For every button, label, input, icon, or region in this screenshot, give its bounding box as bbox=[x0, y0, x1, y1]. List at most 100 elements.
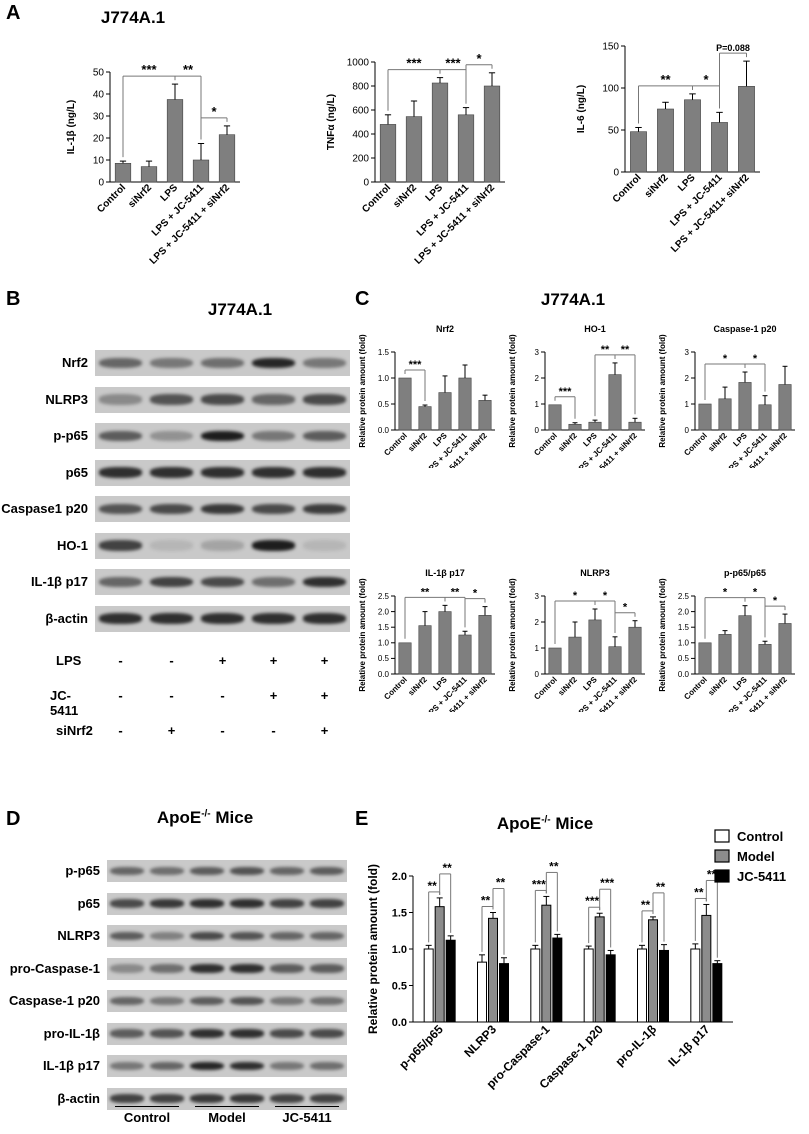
bar bbox=[478, 400, 492, 431]
panel-letter-b: B bbox=[6, 288, 21, 310]
y-tick-label: 1.0 bbox=[678, 639, 690, 648]
bar bbox=[608, 374, 622, 431]
blot-band bbox=[310, 931, 344, 941]
blot-band bbox=[201, 576, 244, 588]
group-underline bbox=[115, 1106, 179, 1107]
x-tick-label: siNrf2 bbox=[391, 182, 419, 210]
blot-band bbox=[110, 866, 144, 876]
panel-title-a: J774A.1 bbox=[100, 8, 166, 27]
sig-label: ** bbox=[421, 586, 430, 598]
blot-band bbox=[110, 964, 144, 973]
blot-band bbox=[150, 503, 193, 515]
y-tick-label: 40 bbox=[93, 90, 105, 101]
sig-label: *** bbox=[445, 56, 461, 71]
bar bbox=[758, 404, 772, 431]
group-label: Control bbox=[123, 1110, 171, 1125]
sig-label: *** bbox=[559, 386, 573, 398]
y-tick-label: 600 bbox=[352, 106, 369, 117]
x-tick-label: siNrf2 bbox=[706, 431, 729, 454]
blot-band bbox=[99, 430, 142, 442]
chart-c-caspase1: Caspase-1 p20 0 1 2 3 Relative protein amount… bbox=[658, 324, 795, 468]
blot-band bbox=[110, 1029, 144, 1038]
x-tick-label: pro-IL-1β bbox=[612, 1022, 659, 1069]
bar bbox=[458, 377, 472, 431]
blot-band bbox=[270, 1029, 304, 1038]
blot-row-label: HO-1 bbox=[56, 537, 88, 553]
bar bbox=[657, 108, 674, 173]
blot-row-label: Caspase1 p20 bbox=[1, 501, 88, 516]
blot-band bbox=[99, 503, 142, 515]
x-tick-label: Control bbox=[532, 675, 558, 701]
bar-model bbox=[594, 916, 605, 1023]
blot-strip bbox=[95, 605, 350, 632]
group-underline bbox=[195, 1106, 259, 1107]
y-tick-label: 1 bbox=[535, 644, 540, 653]
bar-control bbox=[690, 948, 701, 1023]
sig-label: ** bbox=[660, 72, 671, 87]
bar bbox=[628, 421, 642, 431]
sig-label: ** bbox=[621, 344, 630, 356]
group-label: JC-5411 bbox=[282, 1110, 332, 1125]
bar bbox=[457, 114, 475, 183]
blot-band bbox=[99, 576, 142, 588]
blot-band bbox=[99, 357, 142, 369]
y-tick-label: 1.5 bbox=[678, 623, 690, 632]
bar bbox=[418, 625, 432, 675]
legend-label: Control bbox=[737, 829, 783, 844]
blot-band bbox=[190, 964, 224, 973]
blot-band bbox=[201, 613, 244, 624]
bar-model bbox=[434, 906, 445, 1023]
blot-band bbox=[201, 503, 244, 515]
blot-band bbox=[150, 357, 193, 369]
blot-band bbox=[252, 467, 295, 478]
blot-band bbox=[201, 467, 244, 478]
blot-band bbox=[310, 964, 344, 973]
blot-band bbox=[310, 1094, 344, 1103]
treatment-sign: - bbox=[118, 723, 123, 738]
bar-control bbox=[530, 948, 541, 1023]
bar-model bbox=[541, 904, 552, 1023]
treatment-sign: + bbox=[167, 723, 176, 738]
treatment-sign: + bbox=[320, 653, 329, 668]
y-tick-label: 0 bbox=[363, 178, 369, 189]
blot-strip bbox=[95, 350, 350, 376]
y-tick-label: 3 bbox=[685, 348, 690, 357]
blot-band bbox=[270, 964, 304, 973]
y-tick-label: 0 bbox=[613, 168, 619, 179]
panel-letter-c: C bbox=[355, 288, 370, 310]
treatment-sign: - bbox=[169, 688, 174, 703]
legend-swatch bbox=[714, 869, 730, 883]
bar-jc-5411 bbox=[712, 963, 723, 1023]
blot-band bbox=[303, 613, 346, 624]
blot-band bbox=[190, 899, 224, 908]
y-tick-label: 0.0 bbox=[378, 426, 390, 435]
blot-band bbox=[150, 467, 193, 478]
y-tick-label: 100 bbox=[602, 84, 619, 95]
sig-label: * bbox=[703, 72, 709, 87]
bar-jc-5411 bbox=[659, 949, 669, 1023]
panel-title-c: J774A.1 bbox=[540, 290, 606, 309]
legend-label: JC-5411 bbox=[737, 869, 786, 884]
bar bbox=[738, 615, 752, 675]
y-tick-label: 0 bbox=[98, 178, 104, 189]
treatment-sign: + bbox=[269, 653, 278, 668]
x-tick-label: siNrf2 bbox=[126, 182, 154, 210]
y-tick-label: 0.0 bbox=[392, 1017, 407, 1029]
blot-band bbox=[150, 1094, 184, 1103]
panel-title-b: J774A.1 bbox=[207, 300, 273, 319]
y-tick-label: 2 bbox=[535, 374, 540, 383]
bar-model bbox=[488, 917, 498, 1023]
x-tick-label: Control bbox=[382, 675, 408, 701]
blot-strip bbox=[107, 990, 347, 1012]
y-axis-label: Relative protein amount (fold) bbox=[508, 578, 517, 692]
x-tick-label: NLRP3 bbox=[461, 1022, 499, 1060]
blot-row-label: Caspase-1 p20 bbox=[8, 993, 100, 1008]
blot-row-label: p-p65 bbox=[53, 428, 88, 443]
y-axis-label: Relative protein amount (fold) bbox=[366, 864, 380, 1034]
blot-row-label: p65 bbox=[65, 464, 88, 480]
blot-row-label: NLRP3 bbox=[57, 928, 100, 943]
sig-label: *** bbox=[585, 894, 599, 908]
y-tick-label: 10 bbox=[93, 156, 105, 167]
bar bbox=[431, 82, 449, 183]
